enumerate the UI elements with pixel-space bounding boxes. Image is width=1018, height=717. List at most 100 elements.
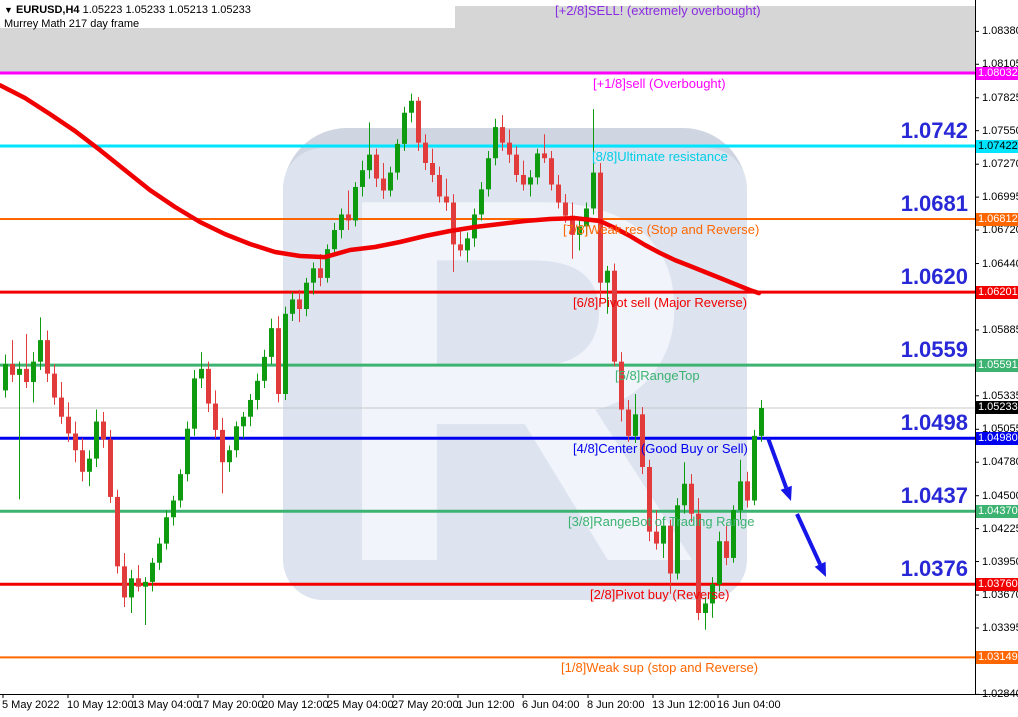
price-tick-label: 1.06720 [982,224,1018,237]
candle-body [150,562,155,582]
time-tick-label[interactable]: 20 May 12:00 [262,699,329,711]
candle-body [556,184,561,203]
time-tick-label[interactable]: 17 May 20:00 [197,699,264,711]
symbol-title: EURUSD,H4 [15,4,80,16]
candle-body [675,505,680,574]
candle-body [227,450,232,463]
candle-body [703,603,708,614]
murrey-label-8_8: [8/8]Ultimate resistance [592,149,728,164]
time-tick-label[interactable]: 16 Jun 04:00 [717,699,781,711]
murrey-label-3_8: [3/8]RangeBot of Trading Range [568,514,755,530]
candle-body [444,196,449,203]
moving-average-line[interactable] [0,82,762,296]
price-tick-label: 1.04780 [982,456,1018,469]
candle-body [430,163,435,175]
candle-body [311,268,316,283]
candle-body [108,439,113,497]
candle-body [122,566,127,598]
time-tick-label[interactable]: 1 Jun 12:00 [457,699,515,711]
level-big-price-6_8: 1.0620 [900,264,968,290]
candle-body [66,416,71,434]
level-big-price-4_8: 1.0498 [900,410,968,436]
price-level-box-6_8: 1.06201 [976,285,1018,299]
level-big-price-8_8: 1.0742 [900,118,968,143]
level-big-price-5_8: 1.0559 [900,337,968,363]
price-level-box-4_8: 1.04980 [976,431,1018,445]
candle-body [745,481,750,501]
current-price-box: 1.05233 [976,401,1018,415]
price-tick-label: 1.05885 [982,323,1018,336]
candle-body [220,429,225,463]
candle-body [479,189,484,215]
candle-body [402,112,407,144]
price-level-box-3_8: 1.04370 [976,504,1018,518]
candle-body [724,541,729,558]
price-level-box-5_8: 1.05591 [976,358,1018,372]
header-backdrop [0,0,455,28]
candle-body [45,340,50,374]
time-tick-label[interactable]: 8 Jun 20:00 [587,699,645,711]
candle-body [535,153,540,178]
candle-body [759,407,764,436]
candle-body [640,414,645,467]
forecast-arrow-2[interactable] [795,513,826,577]
time-tick-label[interactable]: 25 May 04:00 [327,699,394,711]
level-big-price-3_8: 1.0437 [900,483,968,509]
candle-body [465,238,470,251]
price-tick-label: 1.04225 [982,522,1018,535]
price-tick-label: 1.03670 [982,589,1018,602]
time-tick-label[interactable]: 10 May 12:00 [67,699,134,711]
candle-body [192,378,197,429]
candle-body [94,421,99,459]
candle-body [73,433,78,451]
candle-body [563,202,568,216]
candle-body [416,100,421,143]
level-big-price-2_8: 1.0376 [900,556,968,582]
candle-body [388,172,393,191]
time-tick-label[interactable]: 27 May 20:00 [392,699,459,711]
time-tick-label[interactable]: 13 Jun 12:00 [652,699,716,711]
murrey-plus2-8-label: [+2/8]SELL! (extremely overbought) [555,3,761,18]
candle-body [577,226,582,235]
candle-body [283,313,288,394]
candle-body [605,270,610,283]
candle-body [157,543,162,563]
candle-body [486,158,491,190]
candle-body [185,428,190,475]
forecast-arrow-1[interactable] [766,437,792,501]
candle-body [598,172,603,283]
candle-body [332,230,337,250]
time-tick-label[interactable]: 6 Jun 04:00 [522,699,580,711]
candle-body [514,154,519,175]
candle-body [24,368,29,383]
candle-body [241,416,246,427]
price-tick-label: 1.07550 [982,124,1018,137]
price-tick-label: 1.03950 [982,555,1018,568]
candle-body [654,531,659,544]
time-tick-label[interactable]: 5 May 2022 [2,699,60,711]
symbol-dropdown-icon[interactable]: ▼ [4,5,13,15]
candle-body [710,584,715,604]
murrey-label-6_8: [6/8]Pivot sell (Major Reverse) [573,295,748,311]
candle-body [619,361,624,410]
candle-body [395,143,400,173]
chart-header: ▼ EURUSD,H4 1.05223 1.05233 1.05213 1.05… [4,4,251,16]
price-tick-label: 1.07825 [982,91,1018,104]
candle-body [409,100,414,113]
candle-body [647,466,652,532]
ohlc-values: 1.05223 1.05233 1.05213 1.05233 [82,4,251,16]
time-tick-label[interactable]: 13 May 04:00 [132,699,199,711]
murrey-label-plus1_8: [+1/8]sell (Overbought) [593,76,726,91]
murrey-label-7_8: [7/8]Weak res (Stop and Reverse) [563,222,760,237]
candle-body [290,299,295,314]
candle-body [297,299,302,310]
candle-body [276,328,281,394]
candle-body [325,249,330,278]
candle-body [248,399,253,417]
candle-body [59,397,64,417]
candle-body [178,474,183,501]
candle-body [542,153,547,159]
candle-body [318,268,323,278]
